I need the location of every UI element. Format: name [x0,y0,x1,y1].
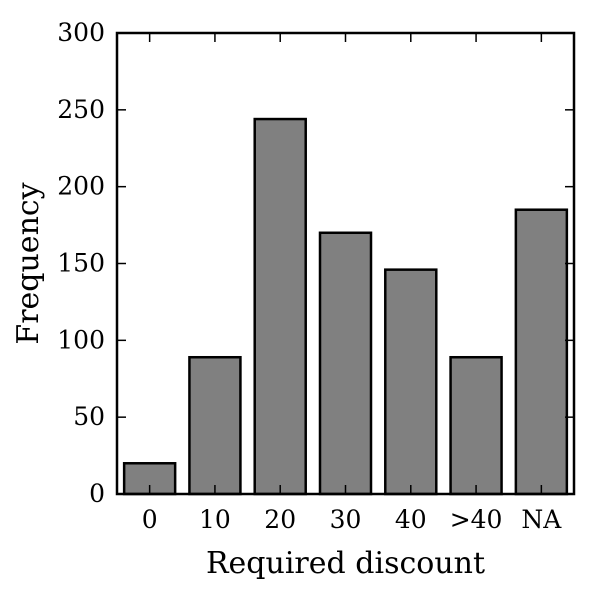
axis-ticks [117,32,574,495]
y-tick-label: 50 [73,402,105,431]
tick-labels: 0 10 20 30 40 >40 NA 0 50 100 150 200 250 300 [57,18,562,534]
y-tick-label: 200 [57,172,105,201]
bar [514,208,569,496]
bar [253,117,307,496]
bar [318,231,373,496]
x-tick-label: 40 [395,505,427,534]
y-tick-label: 100 [57,325,105,354]
x-axis-title: Required discount [206,546,485,581]
x-tick-label: >40 [450,505,503,534]
x-tick-label: 0 [142,505,158,534]
x-tick-label: 20 [264,505,296,534]
x-tick-label: 30 [330,505,362,534]
y-tick-label: 0 [89,479,105,508]
y-tick-label: 250 [57,95,105,124]
bar [188,355,242,496]
x-tick-label: 10 [199,505,231,534]
bars [122,117,569,496]
y-tick-label: 150 [57,249,105,278]
y-tick-label: 300 [57,18,105,47]
bar [384,268,438,496]
y-axis-title: Frequency [11,182,46,344]
x-tick-label: NA [521,505,562,534]
bar [449,355,503,496]
plot-frame [115,31,576,496]
